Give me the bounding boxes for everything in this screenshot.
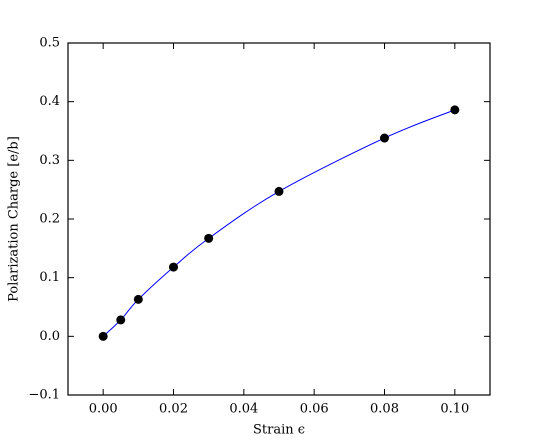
x-tick-label: 0.10 bbox=[440, 402, 469, 417]
y-tick-label: −0.1 bbox=[28, 388, 60, 403]
x-axis-label: Strain ϵ bbox=[253, 423, 305, 438]
x-tick-label: 0.06 bbox=[300, 402, 329, 417]
data-point bbox=[133, 294, 143, 304]
data-point bbox=[450, 105, 460, 115]
fit-line bbox=[102, 109, 456, 337]
y-tick-label: 0.1 bbox=[39, 270, 60, 285]
y-tick-label: 0.3 bbox=[39, 153, 60, 168]
y-tick-label: 0.5 bbox=[39, 36, 60, 51]
y-tick-label: 0.0 bbox=[39, 329, 60, 344]
y-tick-label: 0.4 bbox=[39, 94, 60, 109]
plot-frame bbox=[67, 42, 491, 396]
data-point bbox=[169, 262, 178, 272]
x-tick-label: 0.02 bbox=[159, 402, 188, 417]
y-axis-label: Polarization Charge [e/b] bbox=[7, 136, 22, 302]
y-tick-label: 0.2 bbox=[39, 212, 60, 227]
data-point bbox=[204, 233, 214, 243]
data-point bbox=[380, 133, 389, 143]
x-tick-label: 0.00 bbox=[89, 402, 118, 417]
data-point bbox=[116, 315, 126, 325]
x-tick-label: 0.08 bbox=[370, 402, 399, 417]
data-point bbox=[274, 186, 284, 196]
data-point bbox=[98, 331, 108, 341]
x-tick-label: 0.04 bbox=[229, 402, 258, 417]
